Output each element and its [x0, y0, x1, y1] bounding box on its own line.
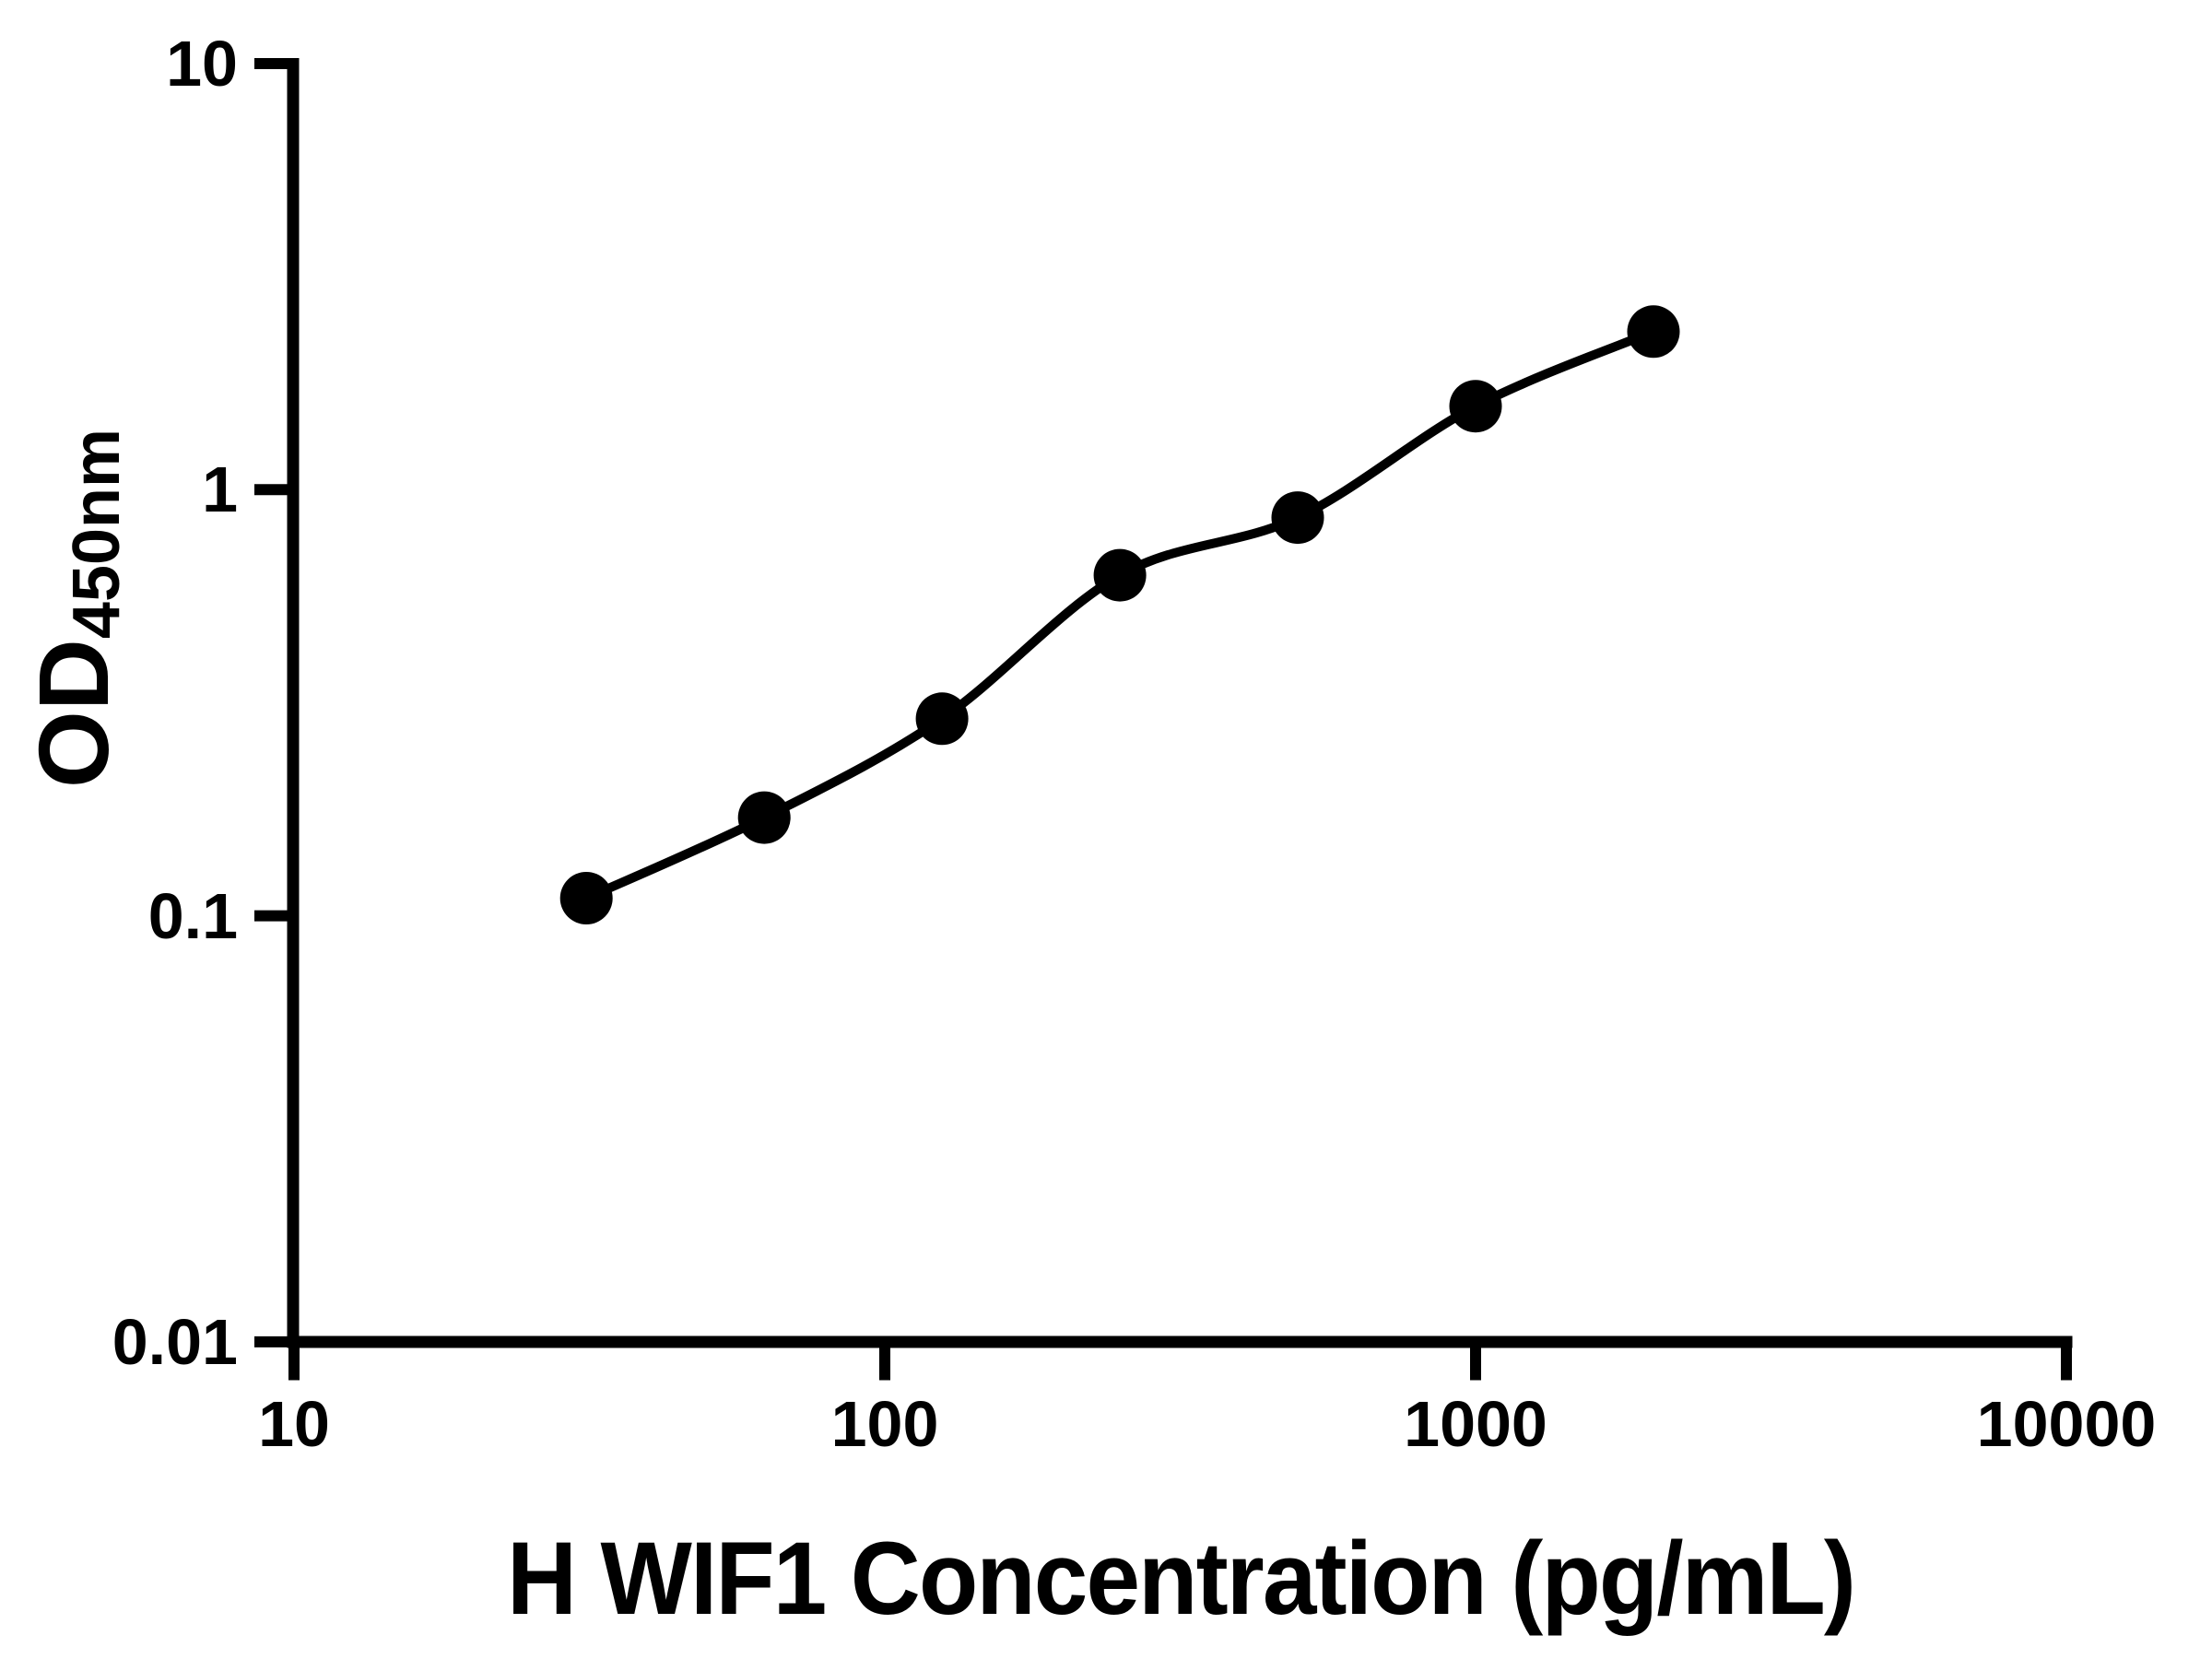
y-tick-label: 0.1 [147, 879, 238, 952]
y-tick-label: 10 [166, 28, 238, 100]
data-point-marker [1271, 491, 1324, 545]
data-point-marker [1093, 548, 1147, 602]
x-tick-label: 10 [258, 1388, 330, 1460]
data-point-marker [1627, 305, 1680, 359]
data-point-marker [915, 692, 969, 746]
x-tick-label: 100 [830, 1388, 939, 1460]
x-axis-title: H WIF1 Concentration (pg/mL) [506, 1521, 1856, 1636]
y-axis-title: OD450nm [18, 429, 134, 788]
data-point-marker [559, 872, 613, 924]
y-tick-label: 1 [202, 453, 238, 526]
x-tick-label: 10000 [1976, 1388, 2157, 1460]
y-tick-label: 0.01 [112, 1305, 238, 1378]
x-tick-label: 1000 [1404, 1388, 1547, 1460]
data-point-marker [1449, 380, 1502, 433]
data-point-marker [737, 791, 791, 844]
y-axis-title-main: OD [18, 639, 129, 789]
y-axis-title-subscript: 450nm [60, 428, 134, 640]
